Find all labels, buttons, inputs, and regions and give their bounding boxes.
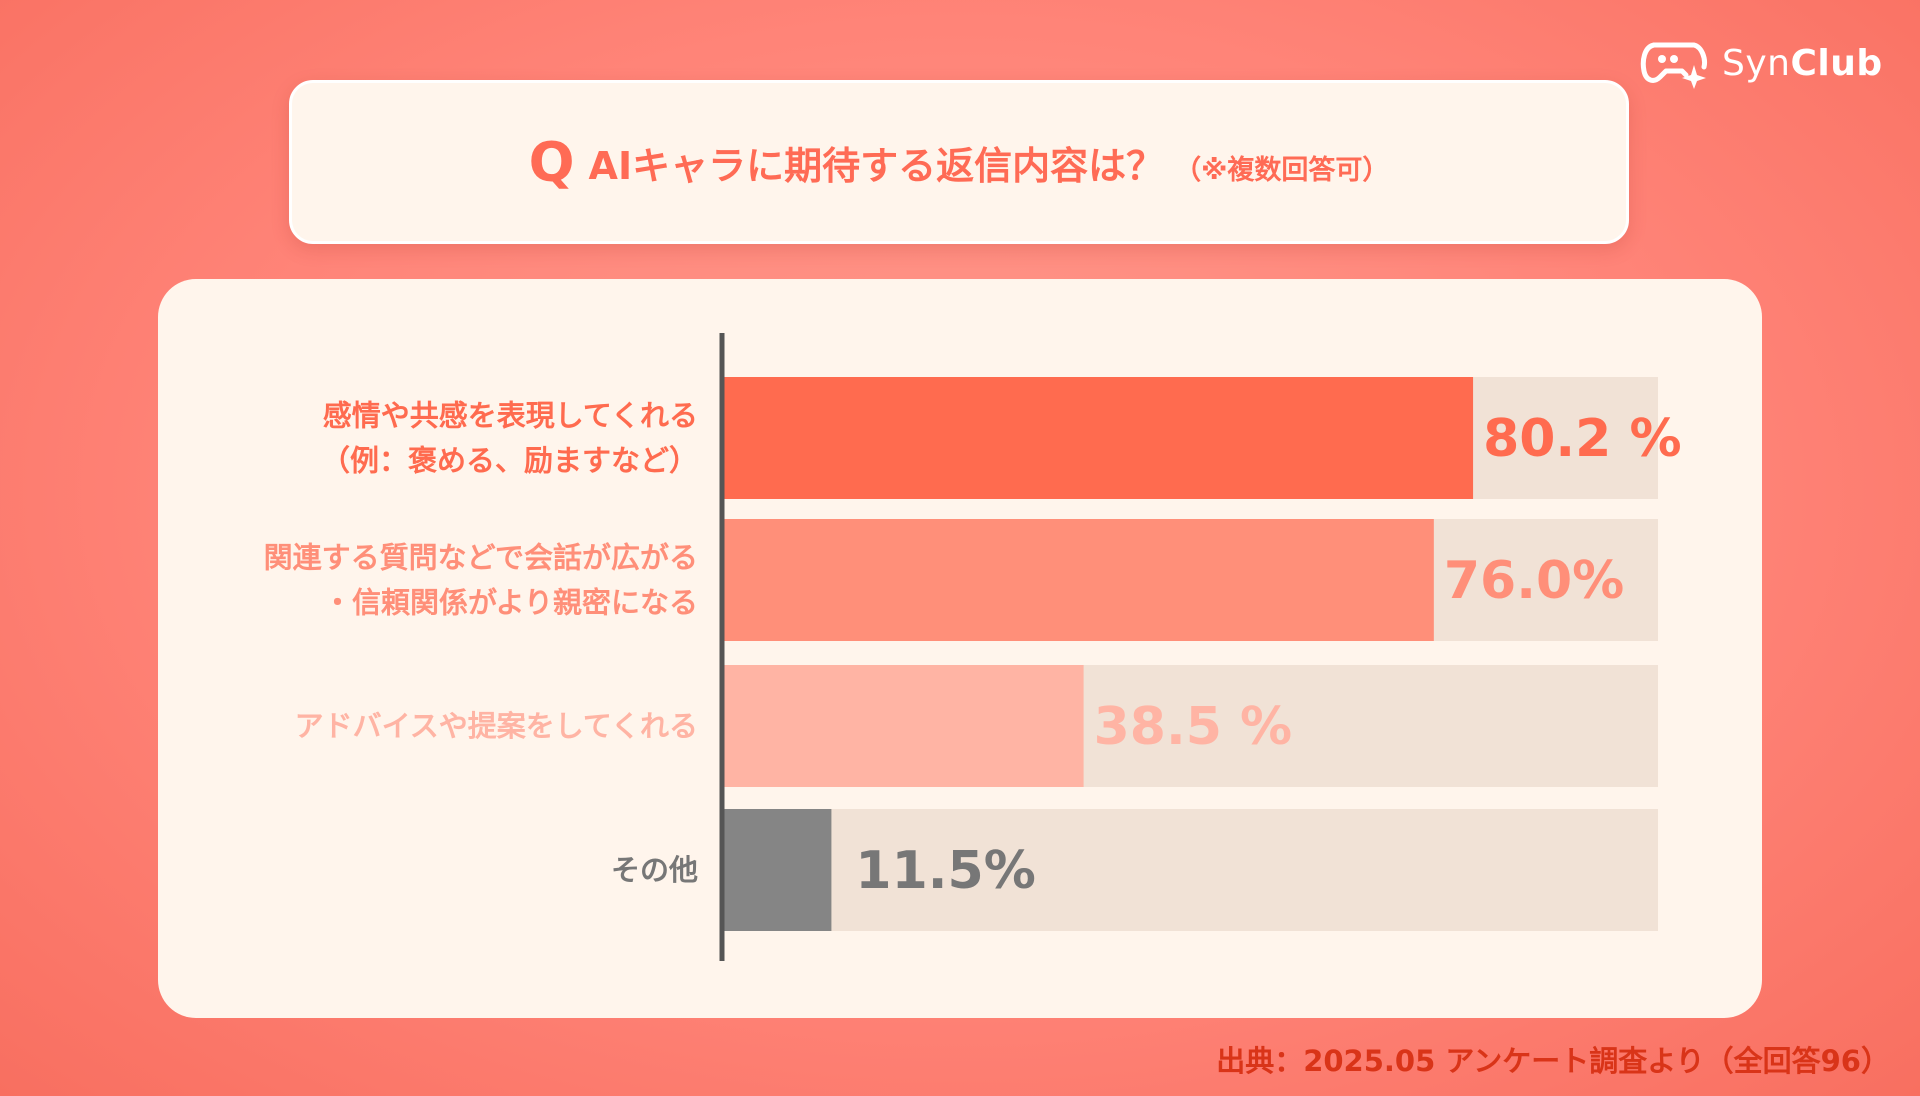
category-label-3-line-0: その他 bbox=[611, 853, 698, 887]
bar-3 bbox=[724, 809, 832, 931]
brand-name-light: Syn bbox=[1722, 43, 1791, 84]
value-label-3: 11.5% bbox=[855, 841, 1035, 901]
bar-2 bbox=[724, 665, 1084, 787]
question-banner: Q AIキャラに期待する返信内容は？ （※複数回答可） bbox=[289, 80, 1629, 244]
category-label-0-line-0: 感情や共感を表現してくれる bbox=[323, 399, 698, 433]
bar-0 bbox=[724, 377, 1474, 499]
value-label-0: 80.2 % bbox=[1483, 409, 1682, 469]
bar-chart: 80.2 % 感情や共感を表現してくれる （例：褒める、励ますなど） 76.0% 関連す… bbox=[264, 333, 1682, 961]
question-title: AIキャラに期待する返信内容は？ bbox=[588, 143, 1165, 188]
category-label-1-line-0: 関連する質問などで会話が広がる bbox=[264, 541, 698, 575]
category-label-0-line-1: （例：褒める、励ますなど） bbox=[321, 444, 698, 478]
category-label-2-line-0: アドバイスや提案をしてくれる bbox=[295, 709, 698, 743]
brand-name-bold: Club bbox=[1790, 43, 1883, 84]
value-label-1: 76.0% bbox=[1444, 551, 1624, 611]
bar-track-3 bbox=[724, 809, 1658, 931]
chart-panel: 80.2 % 感情や共感を表現してくれる （例：褒める、励ますなど） 76.0% 関連す… bbox=[158, 279, 1762, 1018]
source-note: 出典：2025.05 アンケート調査より（全回答96） bbox=[1216, 1044, 1890, 1078]
question-note: （※複数回答可） bbox=[1174, 154, 1390, 186]
bar-1 bbox=[724, 519, 1434, 641]
brand-logo: SynClub bbox=[1640, 35, 1882, 93]
question-mark-label: Q bbox=[528, 130, 575, 194]
category-label-1-line-1: ・信頼関係がより親密になる bbox=[323, 586, 698, 620]
brand-name: SynClub bbox=[1722, 46, 1883, 82]
value-label-2: 38.5 % bbox=[1094, 697, 1293, 757]
game-controller-sparkle-icon bbox=[1640, 35, 1708, 93]
